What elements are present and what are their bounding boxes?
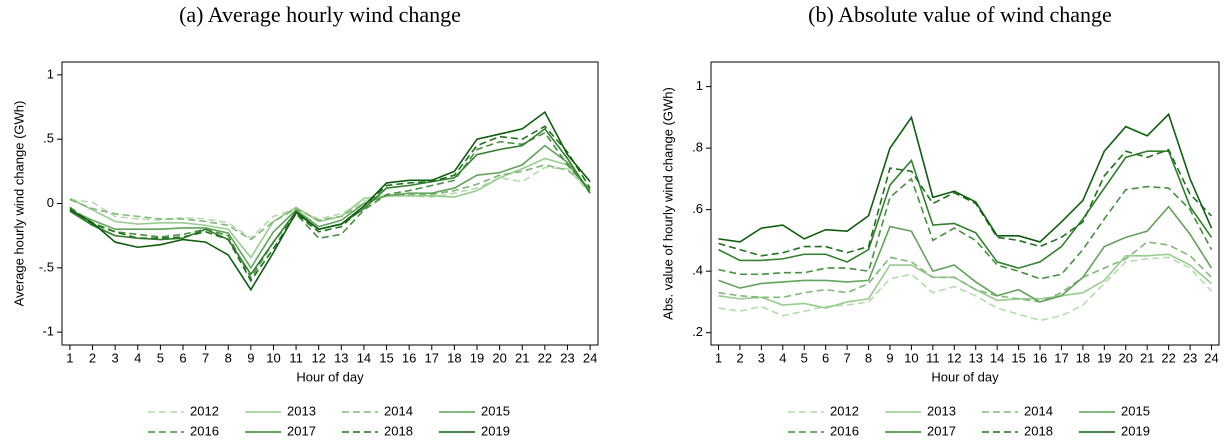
series-line [69, 125, 591, 283]
x-tick-label: 1 [715, 350, 722, 365]
x-tick-label: 2 [736, 350, 743, 365]
chart-title: (b) Absolute value of wind change [808, 2, 1112, 27]
x-tick-label: 4 [134, 350, 141, 365]
x-tick-label: 12 [947, 350, 961, 365]
x-axis-label: Hour of day [296, 369, 364, 384]
x-tick-label: 21 [1140, 350, 1154, 365]
series-line [718, 112, 1213, 243]
y-tick-label: .5 [43, 131, 54, 146]
x-tick-label: 17 [425, 350, 439, 365]
legend-label: 2013 [927, 403, 956, 418]
x-tick-label: 8 [225, 350, 232, 365]
x-tick-label: 22 [1161, 350, 1175, 365]
x-tick-label: 9 [886, 350, 893, 365]
x-tick-label: 6 [179, 350, 186, 365]
x-tick-label: 23 [1183, 350, 1197, 365]
x-tick-label: 15 [379, 350, 393, 365]
plot-frame [710, 61, 1220, 346]
x-tick-label: 8 [865, 350, 872, 365]
x-tick-label: 18 [1076, 350, 1090, 365]
legend-label: 2016 [830, 423, 859, 438]
x-tick-label: 13 [334, 350, 348, 365]
x-tick-label: 10 [904, 350, 918, 365]
series-line [69, 166, 591, 240]
x-tick-label: 11 [926, 350, 940, 365]
x-axis-label: Hour of day [931, 369, 999, 384]
series-line [69, 144, 591, 270]
series-line [69, 157, 591, 259]
x-tick-label: 13 [968, 350, 982, 365]
series-line [718, 150, 1213, 269]
x-tick-label: 15 [1011, 350, 1025, 365]
legend-label: 2018 [384, 423, 413, 438]
x-tick-label: 17 [1054, 350, 1068, 365]
x-tick-label: 4 [779, 350, 786, 365]
x-tick-label: 1 [66, 350, 73, 365]
y-tick-label: .2 [692, 324, 703, 339]
x-tick-label: 20 [492, 350, 506, 365]
x-tick-label: 16 [402, 350, 416, 365]
y-axis-label: Abs. value of hourly wind change (GWh) [660, 87, 675, 320]
x-tick-label: 19 [470, 350, 484, 365]
legend-label: 2012 [830, 403, 859, 418]
legend-label: 2013 [287, 403, 316, 418]
series-line [69, 110, 591, 292]
x-tick-label: 9 [247, 350, 254, 365]
x-tick-label: 24 [583, 350, 597, 365]
y-tick-label: -1 [42, 324, 54, 339]
series-line [718, 177, 1213, 280]
x-tick-label: 20 [1119, 350, 1133, 365]
y-tick-label: .4 [692, 263, 703, 278]
legend-label: 2019 [1121, 423, 1150, 438]
legend-label: 2017 [927, 423, 956, 438]
series-line [69, 164, 591, 241]
legend-label: 2012 [190, 403, 219, 418]
series-line [69, 127, 591, 276]
x-tick-label: 3 [112, 350, 119, 365]
y-tick-label: .6 [692, 201, 703, 216]
series-line [718, 148, 1213, 257]
x-tick-label: 24 [1204, 350, 1218, 365]
y-tick-label: .8 [692, 140, 703, 155]
series-line [69, 131, 591, 280]
x-tick-label: 7 [843, 350, 850, 365]
series-line [718, 241, 1213, 303]
x-tick-label: 2 [89, 350, 96, 365]
y-tick-label: 1 [47, 66, 54, 81]
y-axis-label: Average hourly wind change (GWh) [11, 101, 26, 307]
x-tick-label: 5 [157, 350, 164, 365]
plot-frame [61, 61, 599, 346]
series-line [718, 256, 1213, 322]
y-tick-label: 0 [47, 195, 54, 210]
x-tick-label: 23 [560, 350, 574, 365]
chart-title: (a) Average hourly wind change [179, 2, 461, 27]
x-tick-label: 21 [515, 350, 529, 365]
legend-label: 2019 [481, 423, 510, 438]
x-tick-label: 16 [1033, 350, 1047, 365]
y-tick-label: -.5 [39, 259, 54, 274]
series-line [718, 205, 1213, 303]
y-tick-label: 1 [696, 78, 703, 93]
x-tick-label: 10 [266, 350, 280, 365]
x-tick-label: 18 [447, 350, 461, 365]
legend-label: 2015 [1121, 403, 1150, 418]
x-tick-label: 3 [758, 350, 765, 365]
x-tick-label: 7 [202, 350, 209, 365]
legend-label: 2014 [384, 403, 413, 418]
legend-label: 2017 [287, 423, 316, 438]
legend-label: 2014 [1024, 403, 1053, 418]
x-tick-label: 11 [289, 350, 303, 365]
x-tick-label: 6 [822, 350, 829, 365]
x-tick-label: 22 [538, 350, 552, 365]
legend-label: 2015 [481, 403, 510, 418]
legend-label: 2016 [190, 423, 219, 438]
x-tick-label: 19 [1097, 350, 1111, 365]
x-tick-label: 14 [990, 350, 1004, 365]
x-tick-label: 5 [801, 350, 808, 365]
x-tick-label: 12 [311, 350, 325, 365]
legend-label: 2018 [1024, 423, 1053, 438]
x-tick-label: 14 [357, 350, 371, 365]
